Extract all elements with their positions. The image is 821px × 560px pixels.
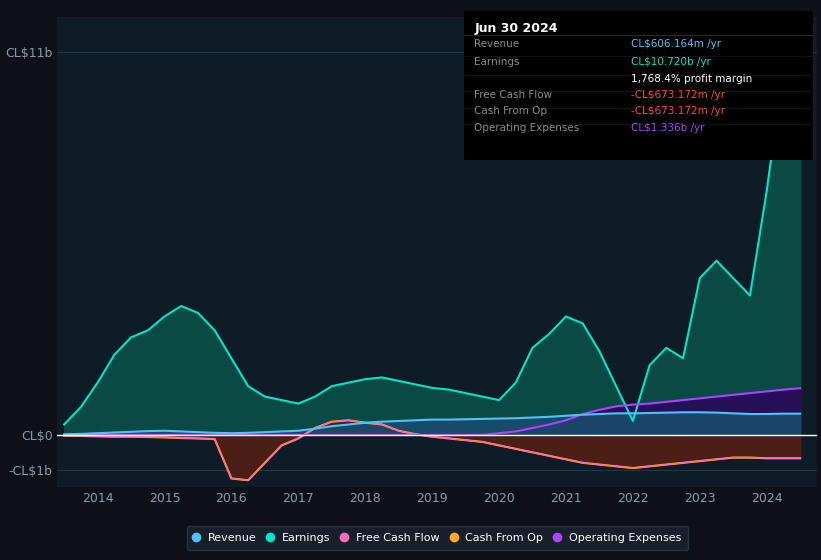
- Text: Cash From Op: Cash From Op: [475, 106, 548, 116]
- Text: Free Cash Flow: Free Cash Flow: [475, 90, 553, 100]
- Text: Revenue: Revenue: [475, 39, 520, 49]
- Text: CL$10.720b /yr: CL$10.720b /yr: [631, 57, 711, 67]
- Text: Jun 30 2024: Jun 30 2024: [475, 22, 557, 35]
- Text: -CL$673.172m /yr: -CL$673.172m /yr: [631, 90, 725, 100]
- Text: CL$1.336b /yr: CL$1.336b /yr: [631, 123, 705, 133]
- Text: Earnings: Earnings: [475, 57, 520, 67]
- Text: CL$606.164m /yr: CL$606.164m /yr: [631, 39, 722, 49]
- Text: Operating Expenses: Operating Expenses: [475, 123, 580, 133]
- Text: -CL$673.172m /yr: -CL$673.172m /yr: [631, 106, 725, 116]
- Legend: Revenue, Earnings, Free Cash Flow, Cash From Op, Operating Expenses: Revenue, Earnings, Free Cash Flow, Cash …: [186, 526, 688, 550]
- Text: 1,768.4% profit margin: 1,768.4% profit margin: [631, 74, 753, 84]
